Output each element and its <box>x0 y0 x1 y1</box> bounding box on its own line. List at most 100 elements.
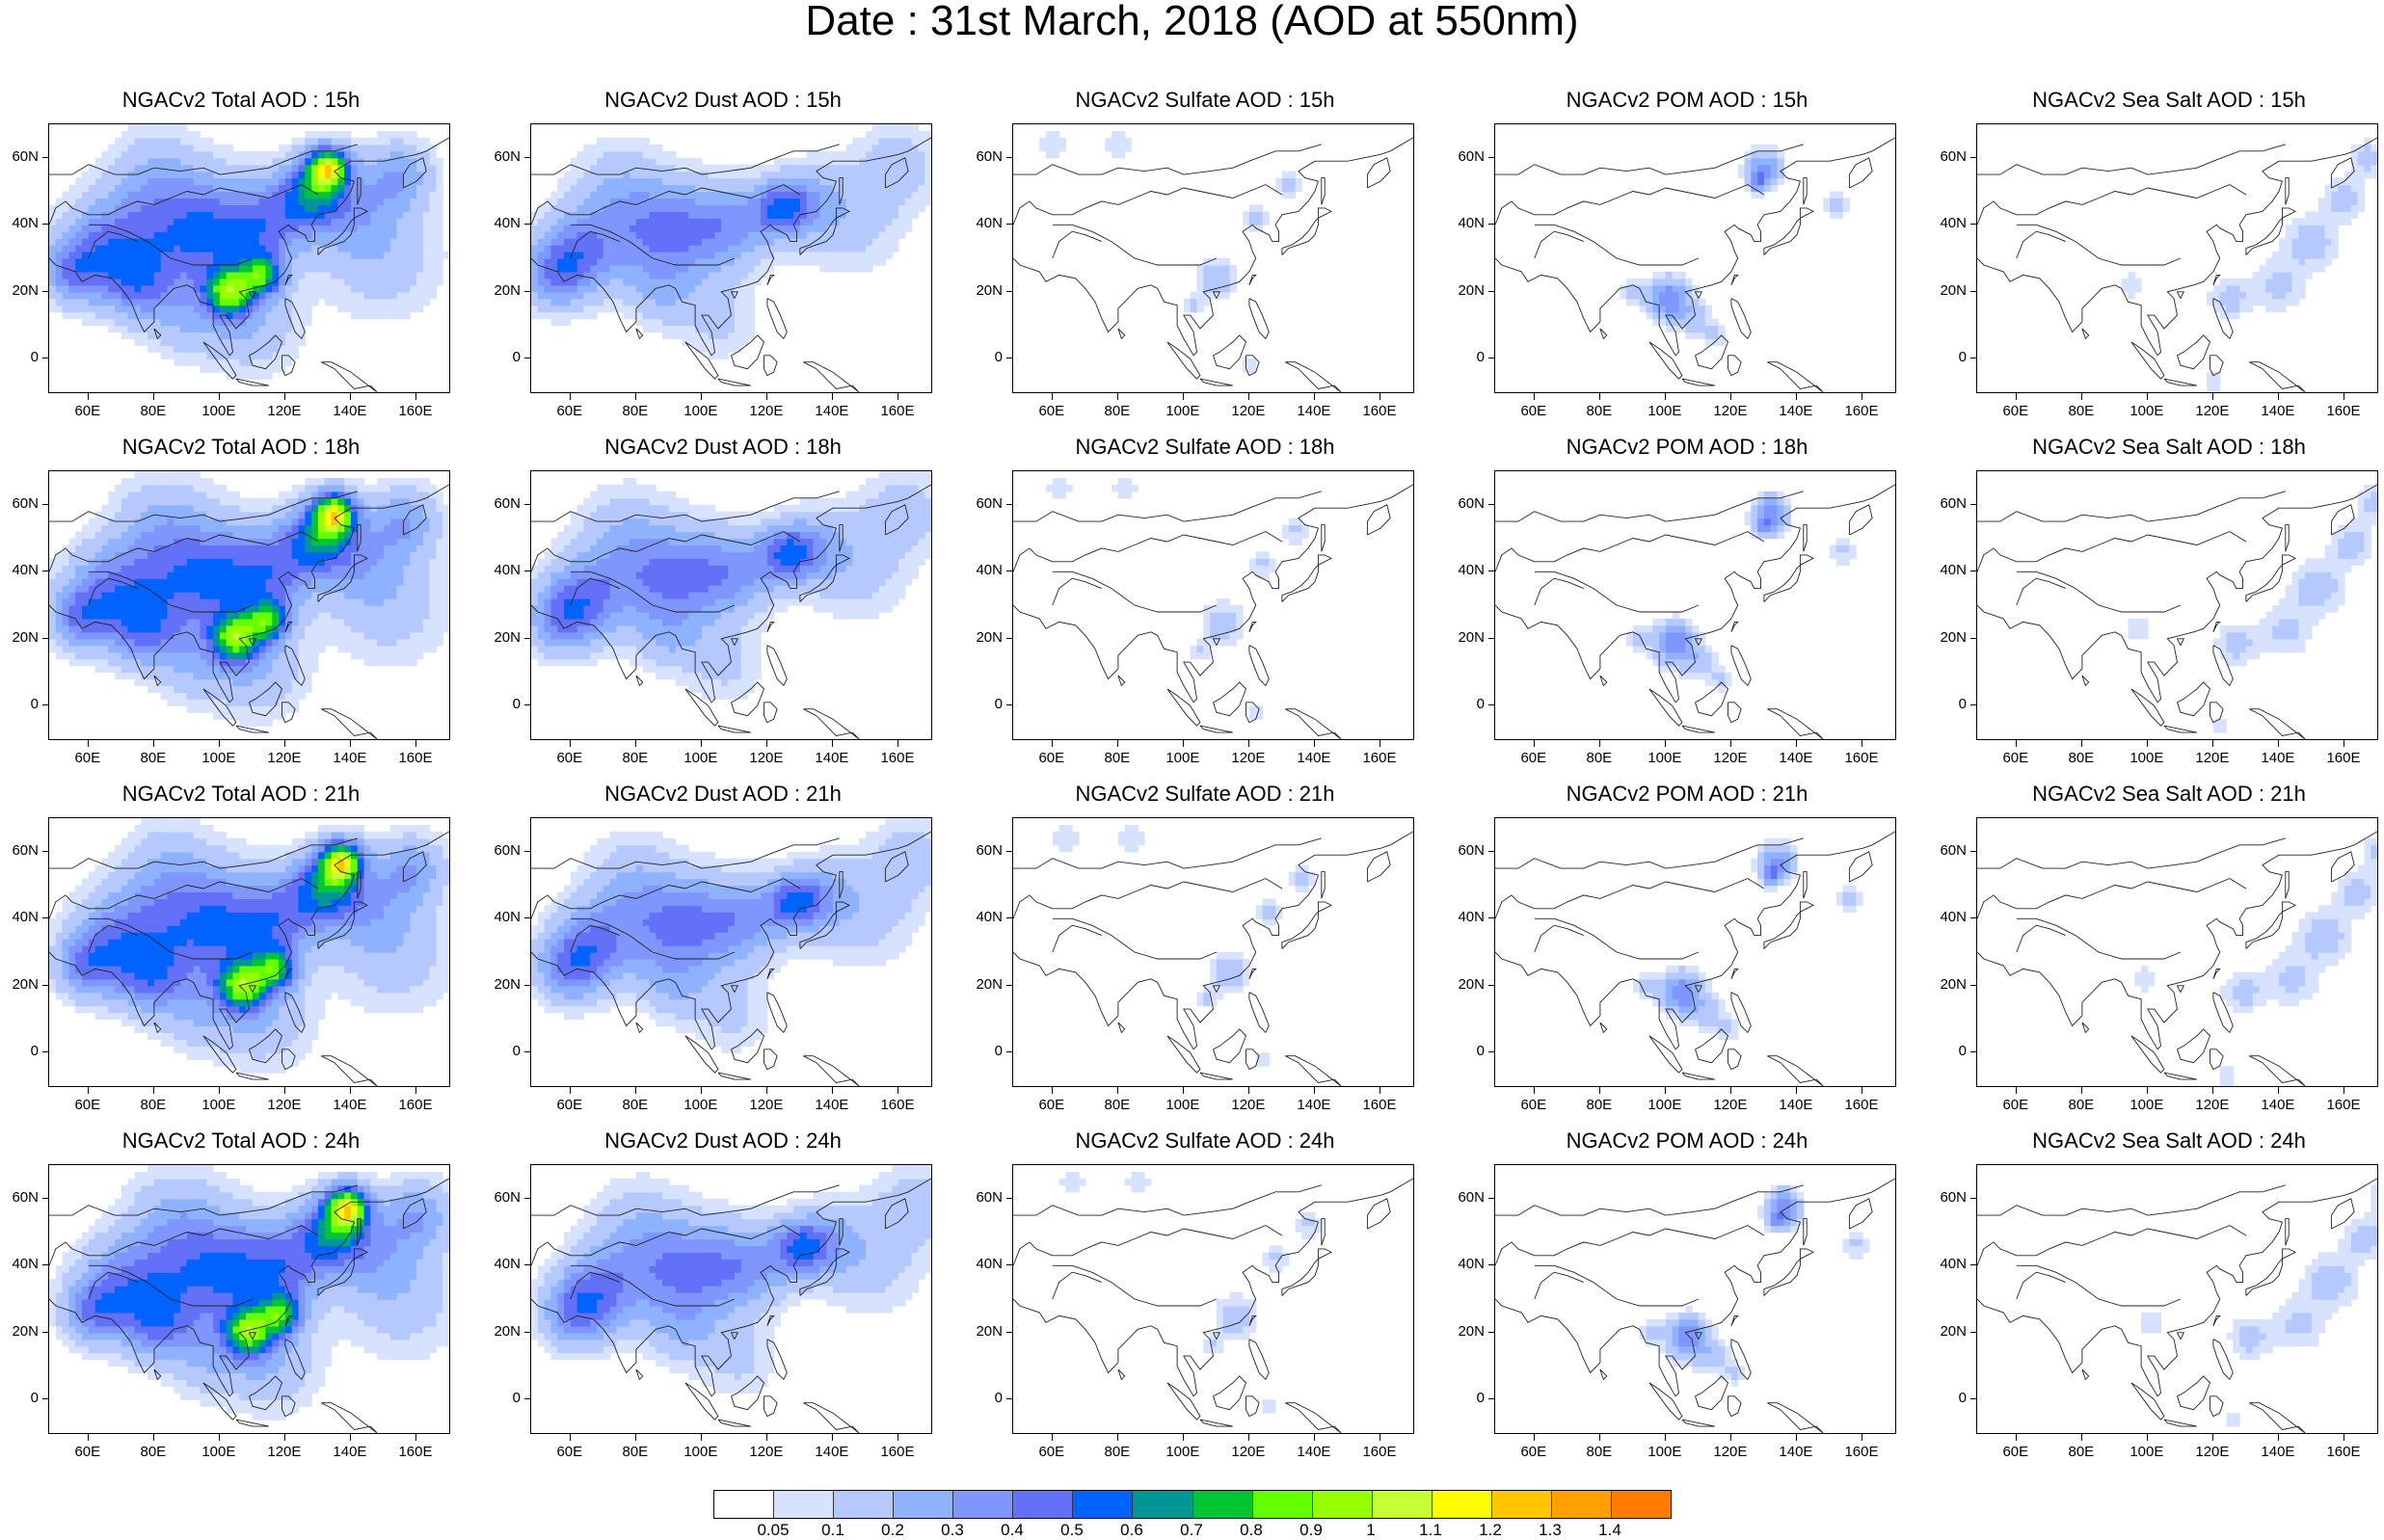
aod-cell <box>174 231 181 239</box>
aod-cell <box>101 665 109 674</box>
aod-cell <box>682 278 689 286</box>
aod-cell <box>252 284 260 293</box>
aod-cell <box>570 164 578 173</box>
aod-cell <box>1646 278 1653 286</box>
aod-cell <box>200 477 207 486</box>
aod-cell <box>232 518 240 526</box>
aod-cell <box>82 631 90 640</box>
aod-cell <box>272 352 280 359</box>
aod-cell <box>160 311 169 320</box>
aod-cell <box>410 264 417 273</box>
aod-cell <box>252 678 260 686</box>
aod-cell <box>747 191 755 199</box>
aod-cell <box>75 538 83 546</box>
aod-cell <box>121 484 129 492</box>
aod-cell <box>94 318 103 327</box>
aod-cell <box>1659 284 1667 293</box>
aod-cell <box>82 284 90 293</box>
aod-cell <box>1665 291 1674 300</box>
aod-cell <box>701 345 710 353</box>
aod-cell <box>101 271 109 279</box>
aod-cell <box>531 231 539 239</box>
aod-cell <box>141 211 148 219</box>
aod-cell <box>2344 218 2352 226</box>
aod-cell <box>239 245 247 252</box>
aod-cell <box>252 578 260 586</box>
aod-cell <box>258 692 267 700</box>
aod-cell <box>695 291 703 300</box>
aod-cell <box>68 558 76 566</box>
aod-cell <box>279 150 286 159</box>
coastline <box>531 144 840 175</box>
aod-cell <box>721 305 729 313</box>
aod-cell <box>918 177 925 186</box>
aod-cell <box>616 164 624 173</box>
aod-cell <box>2305 218 2313 226</box>
aod-cell <box>232 551 240 559</box>
aod-cell <box>219 204 228 212</box>
aod-cell <box>396 225 404 232</box>
aod-cell <box>88 225 96 232</box>
aod-cell <box>226 544 234 552</box>
aod-cell <box>642 325 651 333</box>
aod-cell <box>590 191 598 199</box>
aod-cell <box>337 278 345 286</box>
aod-cell <box>350 298 359 306</box>
aod-cell <box>121 325 129 333</box>
aod-cell <box>623 150 630 159</box>
aod-cell <box>904 204 913 212</box>
aod-cell <box>108 598 116 606</box>
aod-cell <box>897 150 906 159</box>
aod-cell <box>892 124 899 132</box>
aod-cell <box>576 150 585 159</box>
aod-cell <box>213 631 221 640</box>
aod-cell <box>305 598 312 606</box>
aod-cell <box>258 372 267 380</box>
aod-cell <box>167 585 174 593</box>
aod-cell <box>147 278 155 286</box>
aod-cell <box>147 665 155 674</box>
aod-cell <box>134 538 142 546</box>
aod-cell <box>186 204 195 212</box>
aod-cell <box>317 130 326 139</box>
aod-cell <box>344 245 352 252</box>
aod-cell <box>193 685 201 693</box>
aod-cell <box>570 171 578 179</box>
aod-cell <box>127 271 136 279</box>
aod-cell <box>167 325 174 333</box>
aod-cell <box>174 518 181 526</box>
aod-cell <box>174 258 181 266</box>
aod-cell <box>174 252 181 259</box>
aod-cell <box>747 271 755 279</box>
aod-cell <box>2272 264 2280 273</box>
aod-cell <box>180 672 188 680</box>
aod-cell <box>226 318 234 327</box>
aod-cell <box>291 164 300 173</box>
aod-cell <box>279 211 286 219</box>
aod-cell <box>1763 144 1772 152</box>
aod-cell <box>252 198 260 205</box>
aod-cell <box>134 245 142 252</box>
aod-cell <box>298 598 306 606</box>
aod-cell <box>865 144 873 152</box>
aod-cell <box>734 238 742 246</box>
aod-cell <box>115 184 122 193</box>
aod-cell <box>344 291 352 300</box>
aod-cell <box>662 264 670 273</box>
aod-cell <box>213 605 221 613</box>
aod-cell <box>1698 318 1706 327</box>
aod-cell <box>761 218 768 226</box>
aod-cell <box>193 305 201 313</box>
aod-cell <box>2331 225 2339 232</box>
aod-cell <box>305 665 312 674</box>
aod-cell <box>121 258 129 266</box>
aod-cell <box>2317 204 2326 212</box>
aod-cell <box>206 258 214 266</box>
aod-cell <box>108 318 116 327</box>
aod-cell <box>180 252 188 259</box>
aod-cell <box>226 365 234 373</box>
aod-cell <box>193 497 201 506</box>
aod-cell <box>219 291 228 300</box>
aod-cell <box>291 218 300 226</box>
aod-cell <box>668 311 677 320</box>
